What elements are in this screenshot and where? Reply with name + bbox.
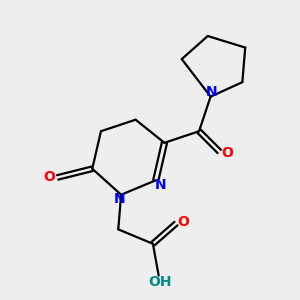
Text: OH: OH [148,275,172,289]
Text: O: O [44,170,56,184]
Text: N: N [154,178,166,192]
Text: N: N [114,192,125,206]
Text: O: O [177,215,189,229]
Text: O: O [221,146,233,160]
Text: N: N [206,85,218,99]
